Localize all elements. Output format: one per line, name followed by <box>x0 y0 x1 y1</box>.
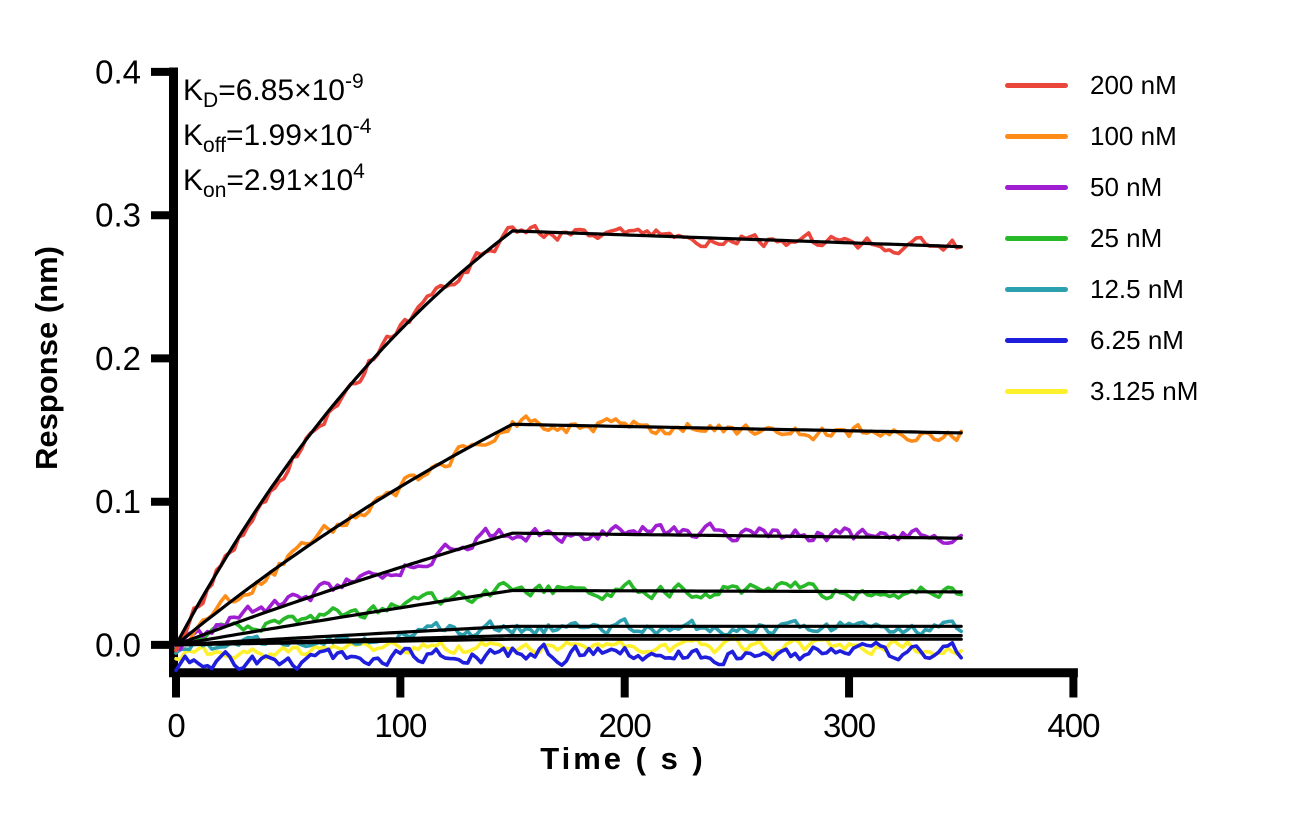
legend-label: 12.5 nM <box>1090 274 1184 304</box>
legend-item-6-25-nm: 6.25 nM <box>1005 315 1198 366</box>
curve-100-nm <box>174 414 964 652</box>
curve-3-125-nm <box>174 636 964 662</box>
legend-label: 6.25 nM <box>1090 325 1184 355</box>
legend-swatch <box>1005 338 1068 343</box>
fit-line-25-nm <box>174 588 963 647</box>
y-tick-label: 0.2 <box>95 340 141 377</box>
legend-label: 50 nM <box>1090 172 1163 202</box>
kinetic-constant-kd: KD=6.85×10-9 <box>183 70 364 112</box>
legend-swatch <box>1005 83 1068 88</box>
x-tick-label: 400 <box>1047 707 1100 744</box>
x-axis-title: Time ( s ) <box>540 741 706 776</box>
fit-line-12-5-nm <box>174 624 963 647</box>
legend-swatch <box>1005 236 1068 241</box>
y-tick-label: 0.0 <box>95 626 141 663</box>
legend-item-3-125-nm: 3.125 nM <box>1005 366 1198 417</box>
legend-item-25-nm: 25 nM <box>1005 213 1198 264</box>
curve-6-25-nm <box>174 640 964 673</box>
legend-item-50-nm: 50 nM <box>1005 162 1198 213</box>
y-axis-ticks <box>151 67 177 649</box>
y-tick-label: 0.4 <box>95 53 141 90</box>
legend: 200 nM 100 nM 50 nM 25 nM 12.5 nM 6.25 nM 3.12… <box>1005 60 1198 417</box>
legend-swatch <box>1005 287 1068 292</box>
legend-label: 25 nM <box>1090 223 1163 253</box>
legend-label: 100 nM <box>1090 121 1177 151</box>
legend-item-200-nm: 200 nM <box>1005 60 1198 111</box>
y-tick-label: 0.1 <box>95 483 141 520</box>
curve-25-nm <box>174 579 964 650</box>
x-tick-label: 200 <box>599 707 652 744</box>
y-tick-label: 0.3 <box>95 197 141 234</box>
legend-label: 3.125 nM <box>1090 376 1199 406</box>
fit-line-50-nm <box>174 531 963 647</box>
fit-curves <box>174 229 963 647</box>
x-tick-label: 0 <box>167 707 185 744</box>
legend-item-100-nm: 100 nM <box>1005 111 1198 162</box>
kinetic-constant-koff: Koff=1.99×10-4 <box>183 115 372 157</box>
fit-line-6-25-nm <box>174 633 963 647</box>
x-tick-label: 100 <box>374 707 427 744</box>
legend-label: 200 nM <box>1090 70 1177 100</box>
legend-swatch <box>1005 389 1068 394</box>
y-axis-title: Response (nm) <box>29 246 64 470</box>
kinetic-constant-kon: Kon=2.91×104 <box>183 160 365 202</box>
legend-swatch <box>1005 134 1068 139</box>
legend-swatch <box>1005 185 1068 190</box>
kinetic-constants: KD=6.85×10-9 Koff=1.99×10-4 Kon=2.91×104 <box>183 68 371 203</box>
legend-item-12-5-nm: 12.5 nM <box>1005 264 1198 315</box>
x-axis-ticks <box>172 672 1078 698</box>
fit-line-200-nm <box>174 229 963 647</box>
fit-line-100-nm <box>174 422 963 647</box>
x-tick-label: 300 <box>823 707 876 744</box>
